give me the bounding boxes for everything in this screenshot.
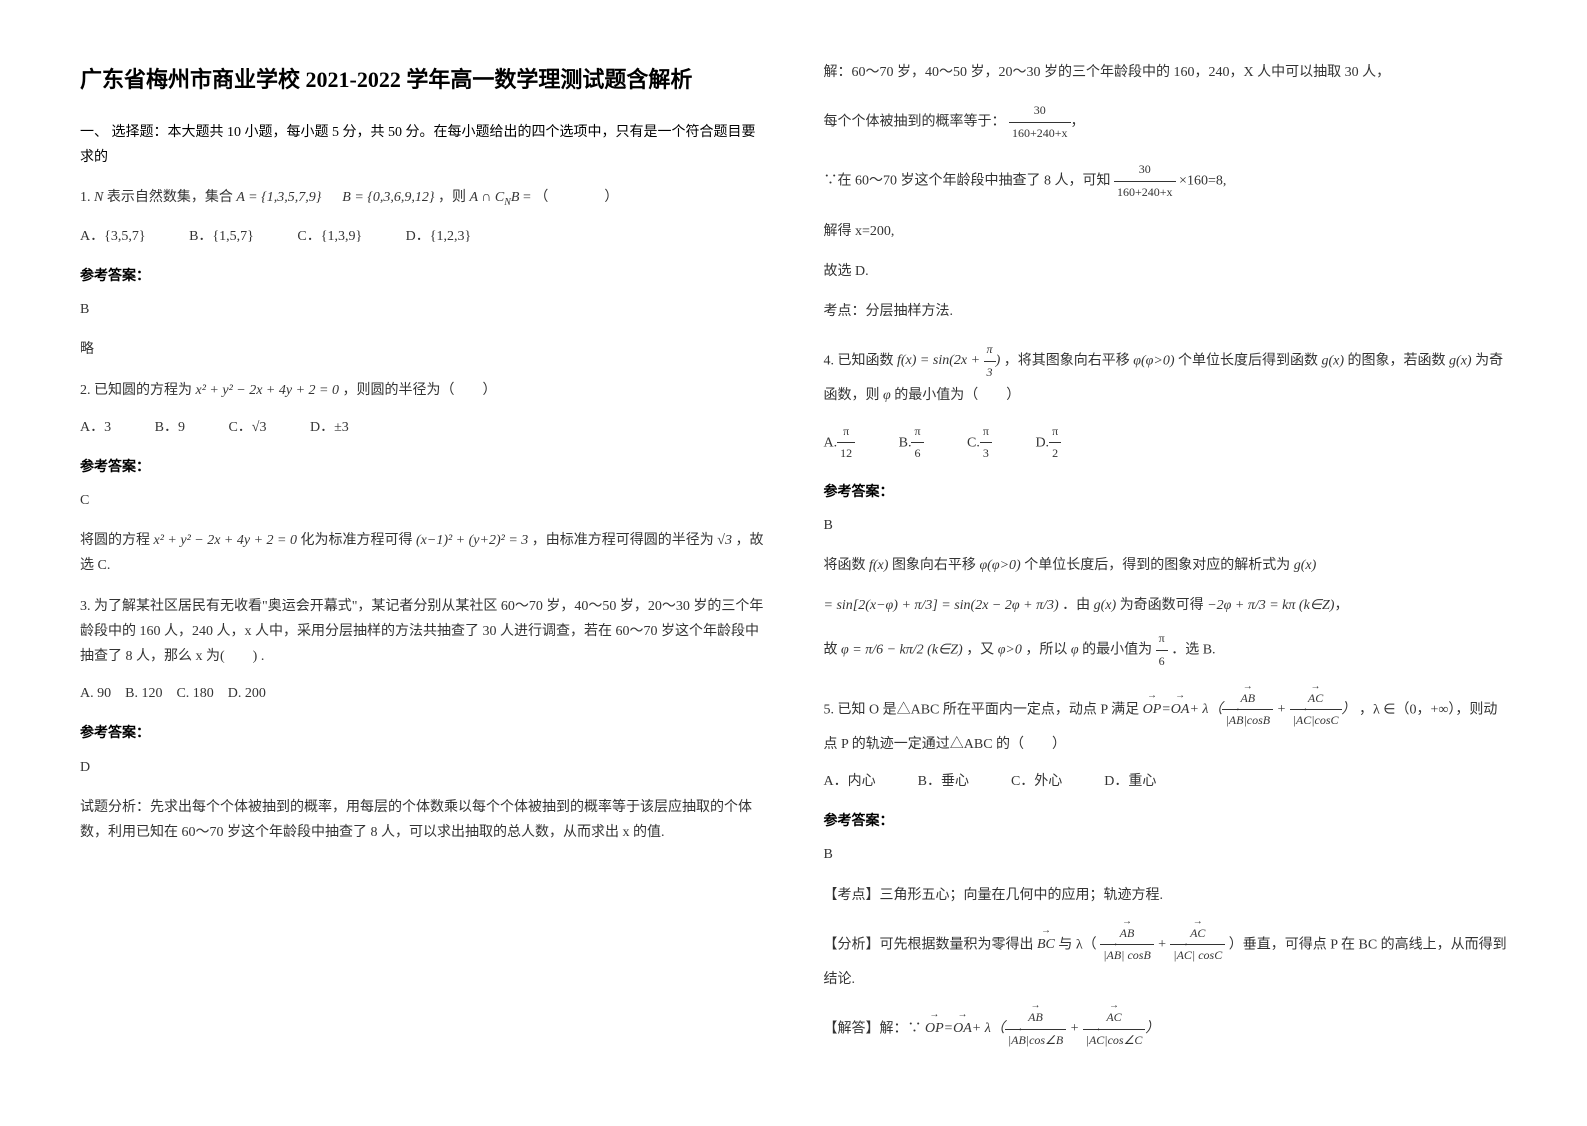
q3-sol6: 考点：分层抽样方法. (824, 299, 1508, 324)
q2-eq1: x² + y² − 2x + 4y + 2 = 0 (196, 383, 340, 398)
q2-optD: D．±3 (310, 415, 349, 440)
page-container: 广东省梅州市商业学校 2021-2022 学年高一数学理测试题含解析 一、 选择… (80, 60, 1507, 1066)
q2-explanation: 将圆的方程 x² + y² − 2x + 4y + 2 = 0 化为标准方程可得… (80, 528, 764, 578)
q1-setB: B = {0,3,6,9,12} (342, 190, 434, 205)
q2-text: 2. 已知圆的方程为 (80, 383, 192, 398)
q1-answer-label: 参考答案： (80, 264, 764, 289)
q4-answer: B (824, 513, 1508, 538)
q5-answer: B (824, 842, 1508, 867)
q4-optD: D.π2 (1035, 421, 1061, 465)
q4-options: A.π12 B.π6 C.π3 D.π2 (824, 421, 1508, 465)
q1-optC: C．{1,3,9} (297, 224, 362, 249)
q1-text3: = （ ） (523, 190, 618, 205)
section-header: 一、 选择题：本大题共 10 小题，每小题 5 分，共 50 分。在每小题给出的… (80, 120, 764, 170)
q1-setA: A = {1,3,5,7,9} (236, 190, 321, 205)
q1-text1: 表示自然数集，集合 (107, 190, 237, 205)
question-5: 5. 已知 O 是△ABC 所在平面内一定点，动点 P 满足 OP=OA+ λ（… (824, 688, 1508, 757)
question-1: 1. N 表示自然数集，集合 A = {1,3,5,7,9} B = {0,3,… (80, 185, 764, 212)
q5-answer-label: 参考答案： (824, 809, 1508, 834)
q1-expr: A ∩ CNB (470, 190, 520, 205)
q4-formula: = sin[2(x−φ) + π/3] = sin(2x − 2φ + π/3)… (824, 593, 1508, 618)
q5-analysis: 【分析】可先根据数量积为零得出 BC 与 λ（ AB|AB| cosB + AC… (824, 923, 1508, 992)
q4-optC: C.π3 (967, 421, 992, 465)
fraction-1: 30 160+240+x (1009, 100, 1071, 144)
question-3: 3. 为了解某社区居民有无收看"奥运会开幕式"，某记者分别从某社区 60～70 … (80, 594, 764, 670)
q2-optA: A．3 (80, 415, 111, 440)
q5-solution: 【解答】解：∵ OP=OA+ λ（AB|AB|cos∠B + AC|AC|cos… (824, 1007, 1508, 1051)
q3-sol3: ∵在 60～70 岁这个年龄段中抽查了 8 人，可知 30 160+240+x … (824, 159, 1508, 203)
q1-optB: B．{1,5,7} (189, 224, 254, 249)
left-column: 广东省梅州市商业学校 2021-2022 学年高一数学理测试题含解析 一、 选择… (80, 60, 764, 1066)
q1-num: 1. (80, 190, 94, 205)
q1-var-N: N (94, 190, 103, 205)
question-4: 4. 已知函数 f(x) = sin(2x + π3) ，将其图象向右平移 φ(… (824, 339, 1508, 408)
q4-eq1: f(x) = sin(2x + π3) (897, 353, 1000, 368)
q5-keypoint: 【考点】三角形五心；向量在几何中的应用；轨迹方程. (824, 883, 1508, 908)
q4-optA: A.π12 (824, 421, 856, 465)
q2-options: A．3 B．9 C．√3 D．±3 (80, 415, 764, 440)
q4-answer-label: 参考答案： (824, 480, 1508, 505)
q2-optB: B．9 (155, 415, 185, 440)
right-column: 解：60～70 岁，40～50 岁，20～30 岁的三个年龄段中的 160，24… (824, 60, 1508, 1066)
q3-sol4: 解得 x=200, (824, 219, 1508, 244)
q3-answer: D (80, 755, 764, 780)
q1-optA: A．{3,5,7} (80, 224, 146, 249)
fraction-2: 30 160+240+x (1114, 159, 1176, 203)
q5-formula: OP=OA+ λ（AB|AB|cosB + AC|AC|cosC） (1143, 702, 1359, 717)
q3-sol1: 解：60～70 岁，40～50 岁，20～30 岁的三个年龄段中的 160，24… (824, 60, 1508, 85)
q3-analysis: 试题分析：先求出每个个体被抽到的概率，用每层的个体数乘以每个个体被抽到的概率等于… (80, 795, 764, 845)
q2-answer: C (80, 488, 764, 513)
q1-options: A．{3,5,7} B．{1,5,7} C．{1,3,9} D．{1,2,3} (80, 224, 764, 249)
q3-sol2: 每个个体被抽到的概率等于： 30 160+240+x ， (824, 100, 1508, 144)
q1-text2: ，则 (438, 190, 470, 205)
q2-answer-label: 参考答案： (80, 455, 764, 480)
q3-sol5: 故选 D. (824, 259, 1508, 284)
q1-answer: B (80, 297, 764, 322)
question-2: 2. 已知圆的方程为 x² + y² − 2x + 4y + 2 = 0 ，则圆… (80, 378, 764, 403)
q2-optC: C．√3 (228, 415, 266, 440)
q1-optD: D．{1,2,3} (406, 224, 472, 249)
q2-text2: ，则圆的半径为（ ） (343, 383, 497, 398)
q1-explanation: 略 (80, 337, 764, 362)
document-title: 广东省梅州市商业学校 2021-2022 学年高一数学理测试题含解析 (80, 60, 764, 100)
q4-optB: B.π6 (899, 421, 924, 465)
q5-options: A．内心 B．垂心 C．外心 D．重心 (824, 769, 1508, 794)
q3-options: A. 90 B. 120 C. 180 D. 200 (80, 681, 764, 706)
q4-explanation: 将函数 f(x) 图象向右平移 φ(φ>0) 个单位长度后，得到的图象对应的解析… (824, 553, 1508, 578)
q4-explanation2: 故 φ = π/6 − kπ/2 (k∈Z) ，又 φ>0 ，所以 φ 的最小值… (824, 628, 1508, 672)
q3-answer-label: 参考答案： (80, 721, 764, 746)
